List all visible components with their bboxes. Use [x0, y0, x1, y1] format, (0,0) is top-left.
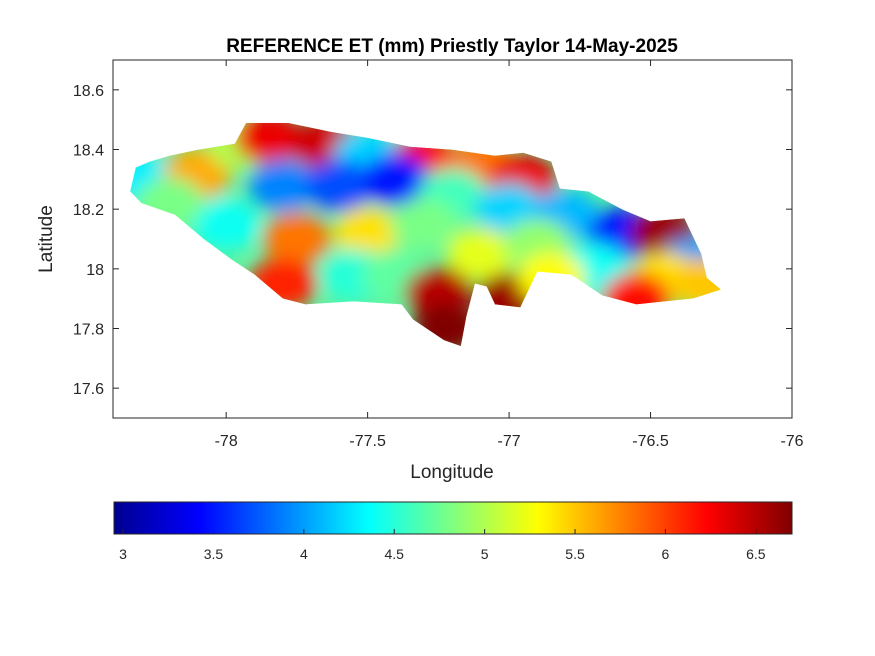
x-axis: -78 -77.5 -77 -76.5 -76: [215, 60, 804, 450]
colorbar-tick-label: 4.5: [385, 546, 405, 562]
colorbar-tick-label: 6: [662, 546, 670, 562]
y-axis-title: Latitude: [36, 205, 57, 273]
heatmap-cells: [130, 122, 722, 347]
colorbar-ticks: 3 3.5 4 4.5 5 5.5 6 6.5: [119, 529, 766, 562]
heatmap-cell: [262, 213, 331, 265]
x-tick-label: -78: [215, 433, 238, 450]
heatmap-cell: [305, 159, 374, 212]
y-tick-label: 18.4: [73, 143, 104, 160]
colorbar-tick-label: 4: [300, 546, 308, 562]
colorbar-tick-label: 5.5: [565, 546, 585, 562]
colorbar-tick-label: 3.5: [204, 546, 224, 562]
heatmap-cell: [361, 153, 430, 206]
heatmap-cell: [446, 227, 515, 280]
y-tick-label: 18.6: [73, 83, 104, 100]
chart-title: REFERENCE ET (mm) Priestly Taylor 14-May…: [226, 36, 678, 57]
y-axis: 17.6 17.8 18 18.2 18.4 18.6: [73, 83, 792, 398]
y-tick-label: 18.2: [73, 202, 104, 219]
x-tick-label: -76: [780, 433, 803, 450]
x-axis-title: Longitude: [410, 462, 493, 483]
heatmap-cell: [333, 207, 402, 260]
colorbar-tick-label: 6.5: [746, 546, 766, 562]
heatmap-cell: [248, 159, 317, 212]
colorbar-tick-label: 3: [119, 546, 127, 562]
colorbar: [113, 501, 793, 535]
y-tick-label: 18: [86, 262, 104, 279]
x-tick-label: -76.5: [632, 433, 669, 450]
heatmap-cell: [234, 122, 303, 164]
heatmap-cell: [390, 198, 459, 251]
x-tick-label: -77: [498, 433, 521, 450]
colorbar-tick-label: 5: [481, 546, 489, 562]
y-tick-label: 17.6: [73, 381, 104, 398]
heatmap-cell: [192, 198, 261, 251]
y-tick-label: 17.8: [73, 322, 104, 339]
heatmap-cell: [673, 257, 722, 310]
x-tick-label: -77.5: [349, 433, 386, 450]
